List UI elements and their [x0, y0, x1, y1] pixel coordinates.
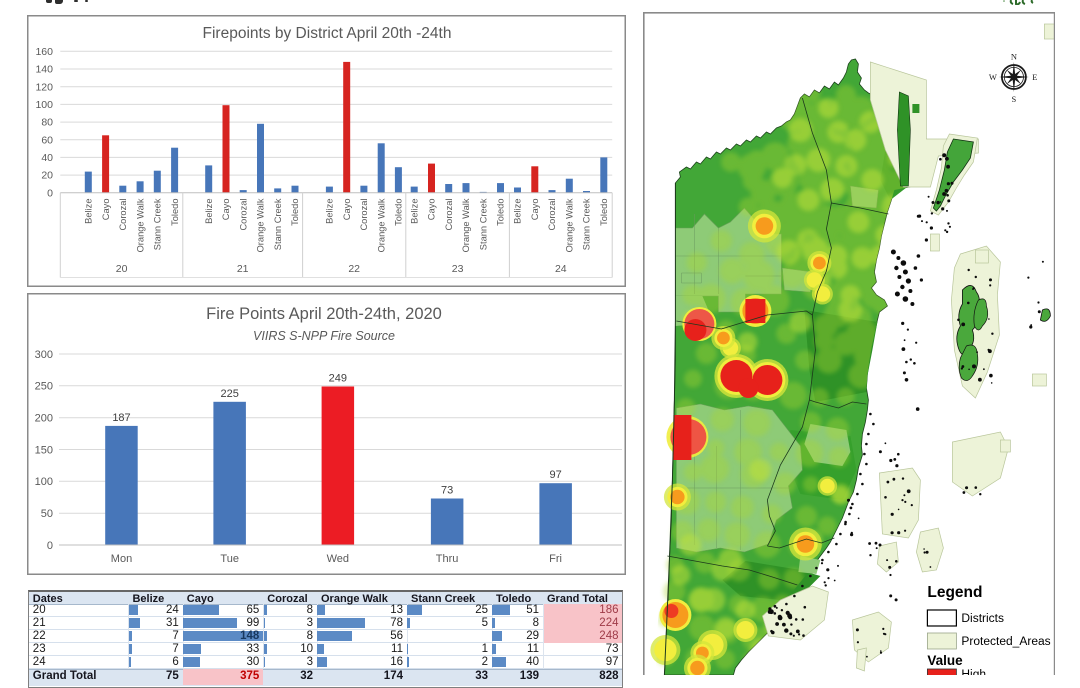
svg-text:80: 80	[41, 116, 53, 128]
svg-text:Cayo: Cayo	[427, 198, 437, 220]
svg-text:Firepoints by District April 2: Firepoints by District April 20th -24th	[203, 25, 452, 42]
svg-text:N: N	[1010, 52, 1016, 62]
svg-text:Toledo: Toledo	[496, 198, 506, 225]
svg-text:21: 21	[237, 263, 249, 275]
svg-text:100: 100	[35, 99, 53, 111]
svg-text:249: 249	[329, 373, 347, 385]
svg-text:20: 20	[41, 169, 53, 181]
svg-text:40: 40	[41, 152, 53, 164]
svg-text:Cayo: Cayo	[530, 198, 540, 220]
svg-text:Orange Walk: Orange Walk	[565, 198, 575, 252]
svg-text:73: 73	[441, 485, 453, 497]
svg-text:160: 160	[35, 45, 53, 57]
svg-text:Thru: Thru	[436, 553, 459, 565]
svg-text:Belize: Belize	[204, 198, 214, 223]
svg-text:S: S	[1011, 94, 1016, 104]
svg-text:Stann Creek: Stann Creek	[273, 198, 283, 250]
svg-text:Value: Value	[927, 653, 963, 668]
svg-text:Corozal: Corozal	[547, 198, 557, 230]
svg-text:Wed: Wed	[327, 553, 349, 565]
svg-text:200: 200	[35, 413, 53, 425]
svg-text:150: 150	[35, 444, 53, 456]
svg-text:Stann Creek: Stann Creek	[582, 198, 592, 250]
svg-text:24: 24	[555, 263, 567, 275]
svg-text:20: 20	[116, 263, 128, 275]
svg-text:Legend: Legend	[927, 584, 982, 601]
svg-text:Corozal: Corozal	[359, 198, 369, 230]
svg-text:Fri: Fri	[549, 553, 562, 565]
svg-text:Districts: Districts	[961, 611, 1004, 625]
svg-text:High: High	[961, 667, 986, 675]
svg-text:Tue: Tue	[220, 553, 239, 565]
svg-text:Corozal: Corozal	[238, 198, 248, 230]
svg-text:Belize: Belize	[84, 198, 94, 223]
svg-text:225: 225	[221, 388, 239, 400]
svg-text:250: 250	[35, 381, 53, 393]
svg-text:Cayo: Cayo	[342, 198, 352, 220]
svg-text:22: 22	[348, 263, 360, 275]
svg-text:Belize: Belize	[513, 198, 523, 223]
svg-text:W: W	[988, 72, 996, 82]
svg-text:Toledo: Toledo	[170, 198, 180, 225]
svg-text:Protected_Areas: Protected_Areas	[961, 634, 1050, 648]
svg-text:0: 0	[47, 540, 53, 552]
svg-text:Cayo: Cayo	[221, 198, 231, 220]
svg-text:0: 0	[47, 187, 53, 199]
svg-text:Toledo: Toledo	[290, 198, 300, 225]
svg-text:300: 300	[35, 349, 53, 361]
svg-text:120: 120	[35, 81, 53, 93]
svg-text:60: 60	[41, 134, 53, 146]
svg-text:97: 97	[549, 469, 561, 481]
svg-text:Toledo: Toledo	[394, 198, 404, 225]
svg-text:Corozal: Corozal	[118, 198, 128, 230]
svg-text:Belize: Belize	[325, 198, 335, 223]
svg-text:Orange Walk: Orange Walk	[135, 198, 145, 252]
svg-text:VIIRS S-NPP Fire Source: VIIRS S-NPP Fire Source	[253, 329, 395, 343]
svg-text:Stann Creek: Stann Creek	[153, 198, 163, 250]
svg-text:187: 187	[112, 412, 130, 424]
svg-text:Mon: Mon	[111, 553, 132, 565]
svg-text:140: 140	[35, 63, 53, 75]
svg-text:Orange Walk: Orange Walk	[376, 198, 386, 252]
svg-text:Orange Walk: Orange Walk	[461, 198, 471, 252]
svg-text:Orange Walk: Orange Walk	[256, 198, 266, 252]
svg-text:Stann Creek: Stann Creek	[478, 198, 488, 250]
svg-text:E: E	[1032, 72, 1037, 82]
svg-text:100: 100	[35, 476, 53, 488]
svg-text:Fire Points April 20th-24th, 2: Fire Points April 20th-24th, 2020	[206, 305, 442, 323]
svg-text:23: 23	[452, 263, 464, 275]
svg-text:Cayo: Cayo	[101, 198, 111, 220]
svg-text:Toledo: Toledo	[599, 198, 609, 225]
svg-text:Corozal: Corozal	[444, 198, 454, 230]
svg-text:50: 50	[41, 508, 53, 520]
svg-text:Belize: Belize	[409, 198, 419, 223]
